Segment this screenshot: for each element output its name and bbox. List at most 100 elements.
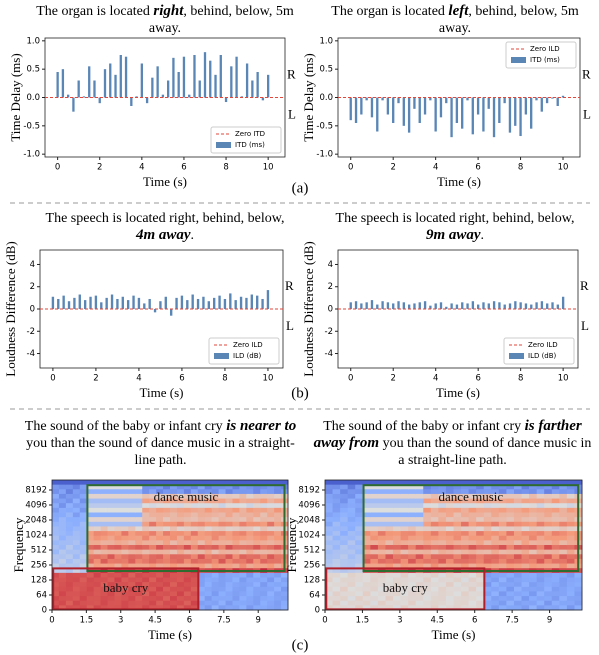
- spectrogram-cell: [340, 493, 349, 500]
- bar: [370, 97, 374, 118]
- spectrogram-cell: [190, 577, 199, 583]
- spectrogram-cell: [121, 484, 129, 490]
- spectrogram-cell: [128, 507, 136, 513]
- spectrogram-cell: [267, 526, 275, 532]
- spectrogram-cell: [491, 521, 500, 527]
- spectrogram-cell: [156, 498, 164, 504]
- spectrogram-cell: [491, 558, 500, 565]
- spectrogram-cell: [204, 596, 213, 602]
- spectrogram-cell: [86, 526, 95, 532]
- spectrogram-cell: [566, 517, 575, 523]
- spectrogram-cell: [513, 600, 523, 606]
- spectrogram-cell: [52, 568, 60, 574]
- spectrogram-cell: [325, 554, 334, 560]
- spectrogram-cell: [135, 535, 143, 541]
- spectrogram-cell: [267, 582, 275, 588]
- spectrogram-cell: [521, 526, 530, 532]
- spectrogram-cell: [225, 596, 233, 602]
- bar: [153, 309, 157, 313]
- spectrogram-cell: [430, 484, 439, 490]
- spectrogram-cell: [204, 586, 213, 592]
- spectrogram-cell: [370, 591, 379, 597]
- spectrogram-cell: [142, 586, 150, 592]
- spectrogram-cell: [393, 503, 402, 509]
- spectrogram-cell: [121, 507, 129, 513]
- spectrogram-cell: [183, 563, 192, 569]
- spectrogram-cell: [393, 596, 402, 602]
- spectrogram-cell: [218, 531, 227, 537]
- spectrogram-cell: [176, 512, 185, 518]
- spectrogram-cell: [362, 600, 371, 606]
- legend-label: ILD (dB): [233, 352, 262, 360]
- spectrogram-cell: [142, 531, 150, 537]
- spectrogram-cell: [176, 563, 185, 569]
- spectrogram-cell: [453, 600, 462, 606]
- spectrogram-cell: [355, 549, 364, 555]
- spectrogram-cell: [400, 572, 409, 578]
- spectrogram-cell: [529, 480, 538, 486]
- spectrogram-cell: [149, 549, 157, 555]
- spectrogram-cell: [461, 512, 470, 518]
- spectrogram-cell: [253, 503, 261, 509]
- spectrogram-cell: [370, 545, 379, 551]
- spectrogram-cell: [239, 591, 247, 597]
- spectrogram-cell: [267, 521, 275, 527]
- spectrogram-cell: [52, 507, 60, 513]
- spectrogram-cell: [274, 600, 282, 606]
- spectrogram-cell: [362, 526, 371, 532]
- spectrogram-cell: [370, 498, 379, 504]
- spectrogram-cell: [197, 498, 206, 504]
- spectrogram-cell: [513, 535, 523, 541]
- spectrogram-cell: [267, 507, 275, 513]
- spectrogram-cell: [513, 512, 523, 518]
- spectrogram-cell: [239, 498, 247, 504]
- chart-title: The speech is located right, behind, bel…: [325, 210, 585, 244]
- spectrogram-cell: [355, 480, 364, 486]
- spectrogram-cell: [72, 554, 81, 560]
- spectrogram-cell: [423, 498, 432, 504]
- spectrogram-cell: [79, 535, 88, 541]
- spectrogram-cell: [483, 521, 492, 527]
- spectrogram-cell: [183, 484, 192, 490]
- spectrogram-cell: [149, 563, 157, 569]
- spectrogram-cell: [239, 605, 247, 611]
- spectrogram-cell: [128, 535, 136, 541]
- bar: [546, 303, 549, 309]
- spectrogram-cell: [176, 605, 185, 611]
- spectrogram-cell: [107, 558, 115, 565]
- spectrogram-cell: [79, 512, 88, 518]
- spectrogram-cell: [149, 582, 157, 588]
- spectrogram-cell: [362, 545, 371, 551]
- spectrogram-cell: [211, 507, 220, 513]
- spectrogram-cell: [183, 582, 192, 588]
- spectrogram-cell: [476, 545, 485, 551]
- spectrogram-cell: [232, 526, 240, 532]
- spectrogram-cell: [400, 605, 409, 611]
- spectrogram-cell: [385, 563, 394, 569]
- spectrogram-cell: [544, 545, 553, 551]
- spectrogram-cell: [204, 545, 213, 551]
- spectrogram-cell: [438, 591, 447, 597]
- spectrogram-cell: [461, 535, 470, 541]
- spectrogram-cell: [170, 586, 178, 592]
- spectrogram-cell: [408, 558, 417, 565]
- spectrogram-cell: [332, 540, 341, 546]
- spectrogram-cell: [274, 535, 282, 541]
- spectrogram-cell: [551, 545, 560, 551]
- spectrogram-cell: [408, 605, 417, 611]
- spectrogram-cell: [156, 531, 164, 537]
- spectrogram-cell: [142, 563, 150, 569]
- spectrogram-cell: [79, 521, 88, 527]
- spectrogram-cell: [506, 503, 515, 509]
- spectrogram-cell: [393, 591, 402, 597]
- spectrogram-cell: [393, 582, 402, 588]
- spectrogram-cell: [347, 521, 356, 527]
- spectrogram-cell: [393, 600, 402, 606]
- spectrogram-cell: [453, 586, 462, 592]
- spectrogram-cell: [100, 549, 109, 555]
- spectrogram-cell: [52, 480, 60, 486]
- spectrogram-cell: [121, 596, 129, 602]
- spectrogram-cell: [483, 480, 492, 486]
- spectrogram-cell: [190, 591, 199, 597]
- spectrogram-cell: [107, 545, 115, 551]
